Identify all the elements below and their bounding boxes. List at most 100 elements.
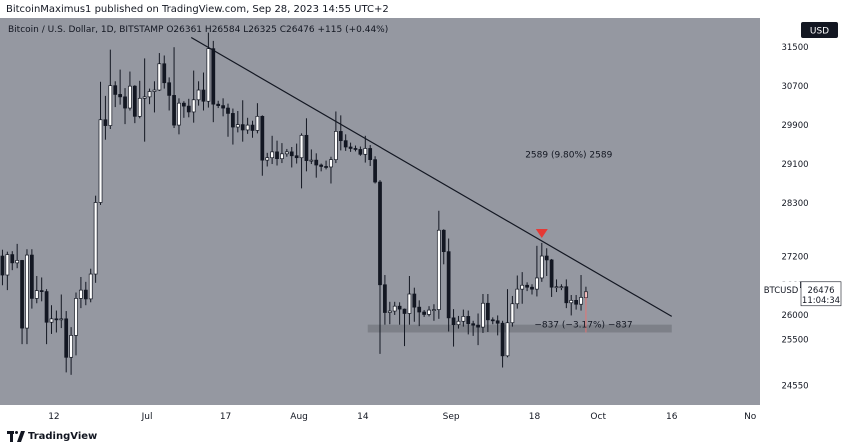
candle-body: [471, 323, 476, 326]
candle-body: [412, 293, 417, 308]
candle-body: [324, 166, 328, 168]
candle: [216, 100, 221, 109]
candle: [530, 284, 534, 295]
candle-body: [69, 335, 73, 358]
candle-body: [535, 277, 539, 290]
candle-body: [309, 159, 314, 162]
candle: [128, 71, 132, 111]
last-price-label: 26476: [807, 286, 834, 296]
candle-body: [0, 255, 5, 276]
ohlc-value: 26476: [286, 25, 318, 35]
y-tick-label: 31500: [781, 43, 808, 53]
candle: [211, 40, 216, 123]
candle-body: [5, 254, 10, 276]
candle: [152, 81, 157, 113]
chart-title: Bitcoin / U.S. Dollar, 1D, BITSTAMP: [8, 25, 166, 35]
candle: [79, 276, 83, 309]
candle-body: [544, 255, 549, 261]
currency-badge: USD: [801, 22, 838, 38]
candle: [441, 229, 446, 265]
time-axis: [0, 405, 850, 426]
candle: [93, 195, 98, 283]
candle: [69, 327, 73, 375]
candle: [123, 88, 127, 125]
candle: [250, 120, 255, 138]
candle: [500, 320, 505, 368]
candle: [397, 302, 402, 325]
candle: [505, 289, 510, 358]
candle-body: [441, 229, 446, 253]
candles-group: [0, 32, 588, 375]
candle-body: [182, 102, 186, 107]
candle-body: [280, 153, 284, 160]
candle: [260, 115, 265, 176]
publisher-text: BitcoinMaximus1 published on TradingView…: [6, 4, 389, 15]
candle: [481, 294, 485, 333]
candle-body: [387, 310, 392, 313]
y-tick-label: 24550: [781, 382, 808, 392]
candle: [338, 115, 343, 151]
candle: [363, 135, 368, 163]
candle: [495, 315, 500, 336]
candle-body: [83, 289, 88, 300]
price-chart[interactable]: 2589 (9.80%) 2589 −837 (−3.17%) −837 Bitco…: [0, 18, 850, 426]
candle: [436, 210, 441, 319]
candle-body: [64, 318, 69, 358]
candle-body: [373, 159, 377, 183]
candle: [294, 143, 299, 164]
candle: [525, 282, 529, 292]
candle: [564, 279, 569, 309]
publisher-bar: BitcoinMaximus1 published on TradingView…: [0, 0, 850, 18]
x-tick-label: 12: [48, 412, 59, 422]
candle-body: [260, 115, 265, 161]
candle: [226, 103, 230, 137]
candle-body: [142, 96, 147, 99]
candle-body: [132, 85, 137, 117]
candle: [5, 251, 10, 291]
candle-body: [549, 259, 554, 288]
candle-body: [451, 317, 456, 326]
candle: [451, 309, 456, 347]
candle: [471, 320, 476, 336]
candle-body: [427, 309, 431, 315]
candle-body: [34, 290, 39, 299]
candle-body: [235, 124, 240, 128]
candle: [476, 313, 480, 346]
candle-body: [329, 159, 333, 168]
candle: [15, 243, 20, 269]
candle: [574, 294, 578, 310]
candle: [304, 118, 309, 172]
candle-body: [402, 308, 407, 314]
x-tick-label: Sep: [443, 412, 460, 422]
candle: [289, 147, 294, 168]
ohlc-key: O: [166, 25, 173, 35]
tradingview-logo[interactable]: TradingView: [7, 430, 97, 443]
candle: [368, 145, 373, 166]
candle-body: [255, 115, 260, 131]
candle-body: [486, 302, 490, 321]
y-tick-label: 26000: [781, 311, 808, 321]
candle-body: [515, 288, 520, 305]
candle-body: [466, 316, 471, 325]
candle-body: [289, 151, 294, 157]
candle: [39, 277, 44, 302]
candle-body: [554, 286, 559, 289]
candle-body: [500, 322, 505, 357]
candle: [569, 294, 574, 316]
candle-body: [383, 284, 387, 313]
chart-area[interactable]: 2589 (9.80%) 2589 −837 (−3.17%) −837 Bitco…: [0, 18, 850, 426]
candle-body: [520, 284, 525, 290]
candle: [196, 81, 201, 106]
y-tick-label: 30700: [781, 82, 808, 92]
candle-body: [108, 85, 113, 126]
candle-body: [456, 320, 461, 326]
candle-body: [191, 99, 196, 113]
candle-body: [216, 103, 221, 106]
x-tick-label: Aug: [290, 412, 308, 422]
ohlc-key: H: [205, 25, 212, 35]
candle: [446, 238, 451, 332]
y-tick-label: 27200: [781, 253, 808, 263]
last-price-tag-bg: [800, 281, 842, 307]
candle-body: [407, 293, 412, 314]
candle: [486, 294, 490, 332]
